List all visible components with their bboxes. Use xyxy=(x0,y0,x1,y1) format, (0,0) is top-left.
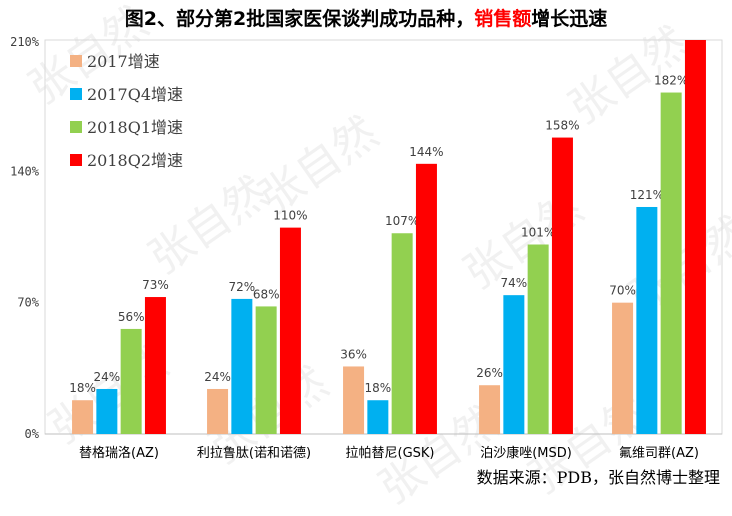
bar-chart: 0%70%140%210%18%24%36%26%70%24%72%18%74%… xyxy=(10,32,723,461)
legend-swatch xyxy=(70,55,82,67)
data-label: 68% xyxy=(253,287,280,301)
bar xyxy=(207,388,229,434)
data-label: 210% xyxy=(678,32,712,35)
y-tick-label: 210% xyxy=(10,35,40,49)
data-label: 26% xyxy=(476,366,503,380)
y-tick-label: 70% xyxy=(17,296,39,310)
data-label: 158% xyxy=(545,119,579,133)
bar xyxy=(367,400,389,434)
data-label: 107% xyxy=(385,214,419,228)
bar xyxy=(391,233,413,434)
bar xyxy=(72,400,94,434)
chart-title: 图2、部分第2批国家医保谈判成功品种，销售额增长迅速 xyxy=(0,4,732,31)
source-note: 数据来源：PDB，张自然博士整理 xyxy=(476,468,720,487)
data-label: 74% xyxy=(501,276,528,290)
bar xyxy=(279,227,301,434)
data-label: 18% xyxy=(365,381,392,395)
x-tick-label: 氟维司群(AZ) xyxy=(619,446,699,461)
bar xyxy=(684,40,706,434)
title-part2: 增长迅速 xyxy=(531,8,608,30)
bar xyxy=(527,244,549,434)
legend-label: 2017Q4增速 xyxy=(87,85,183,104)
bar xyxy=(612,302,634,434)
legend-swatch xyxy=(70,154,82,166)
bar xyxy=(255,306,277,434)
legend-label: 2017增速 xyxy=(87,52,160,71)
legend-label: 2018Q1增速 xyxy=(87,118,183,137)
bar xyxy=(503,295,525,434)
bar xyxy=(144,297,166,434)
data-label: 24% xyxy=(94,370,121,384)
y-tick-label: 140% xyxy=(10,164,40,178)
bar xyxy=(96,388,118,434)
data-label: 56% xyxy=(118,310,145,324)
data-label: 182% xyxy=(654,74,688,88)
bar xyxy=(660,92,682,435)
data-label: 70% xyxy=(609,284,636,298)
bar xyxy=(120,328,142,434)
bar xyxy=(231,298,253,434)
data-label: 18% xyxy=(69,381,96,395)
bar xyxy=(636,206,658,434)
data-label: 144% xyxy=(409,145,443,159)
data-label: 73% xyxy=(142,278,169,292)
data-label: 24% xyxy=(204,370,231,384)
title-highlight: 销售额 xyxy=(474,8,532,30)
bar xyxy=(479,385,501,434)
legend-swatch xyxy=(70,121,82,133)
legend-swatch xyxy=(70,88,82,100)
legend-label: 2018Q2增速 xyxy=(87,151,183,170)
bar xyxy=(343,366,365,434)
x-tick-label: 替格瑞洛(AZ) xyxy=(79,445,159,461)
x-tick-label: 利拉鲁肽(诺和诺德) xyxy=(197,446,311,461)
title-part1: 图2、部分第2批国家医保谈判成功品种， xyxy=(124,8,475,30)
data-label: 101% xyxy=(521,226,555,240)
bar xyxy=(415,163,437,435)
bar xyxy=(551,137,573,435)
x-tick-label: 拉帕替尼(GSK) xyxy=(346,446,435,461)
data-label: 36% xyxy=(340,347,367,361)
data-label: 72% xyxy=(229,280,256,294)
data-label: 110% xyxy=(273,209,307,223)
data-label: 121% xyxy=(630,188,664,202)
x-tick-label: 泊沙康唑(MSD) xyxy=(480,445,572,461)
y-tick-label: 0% xyxy=(25,427,40,441)
